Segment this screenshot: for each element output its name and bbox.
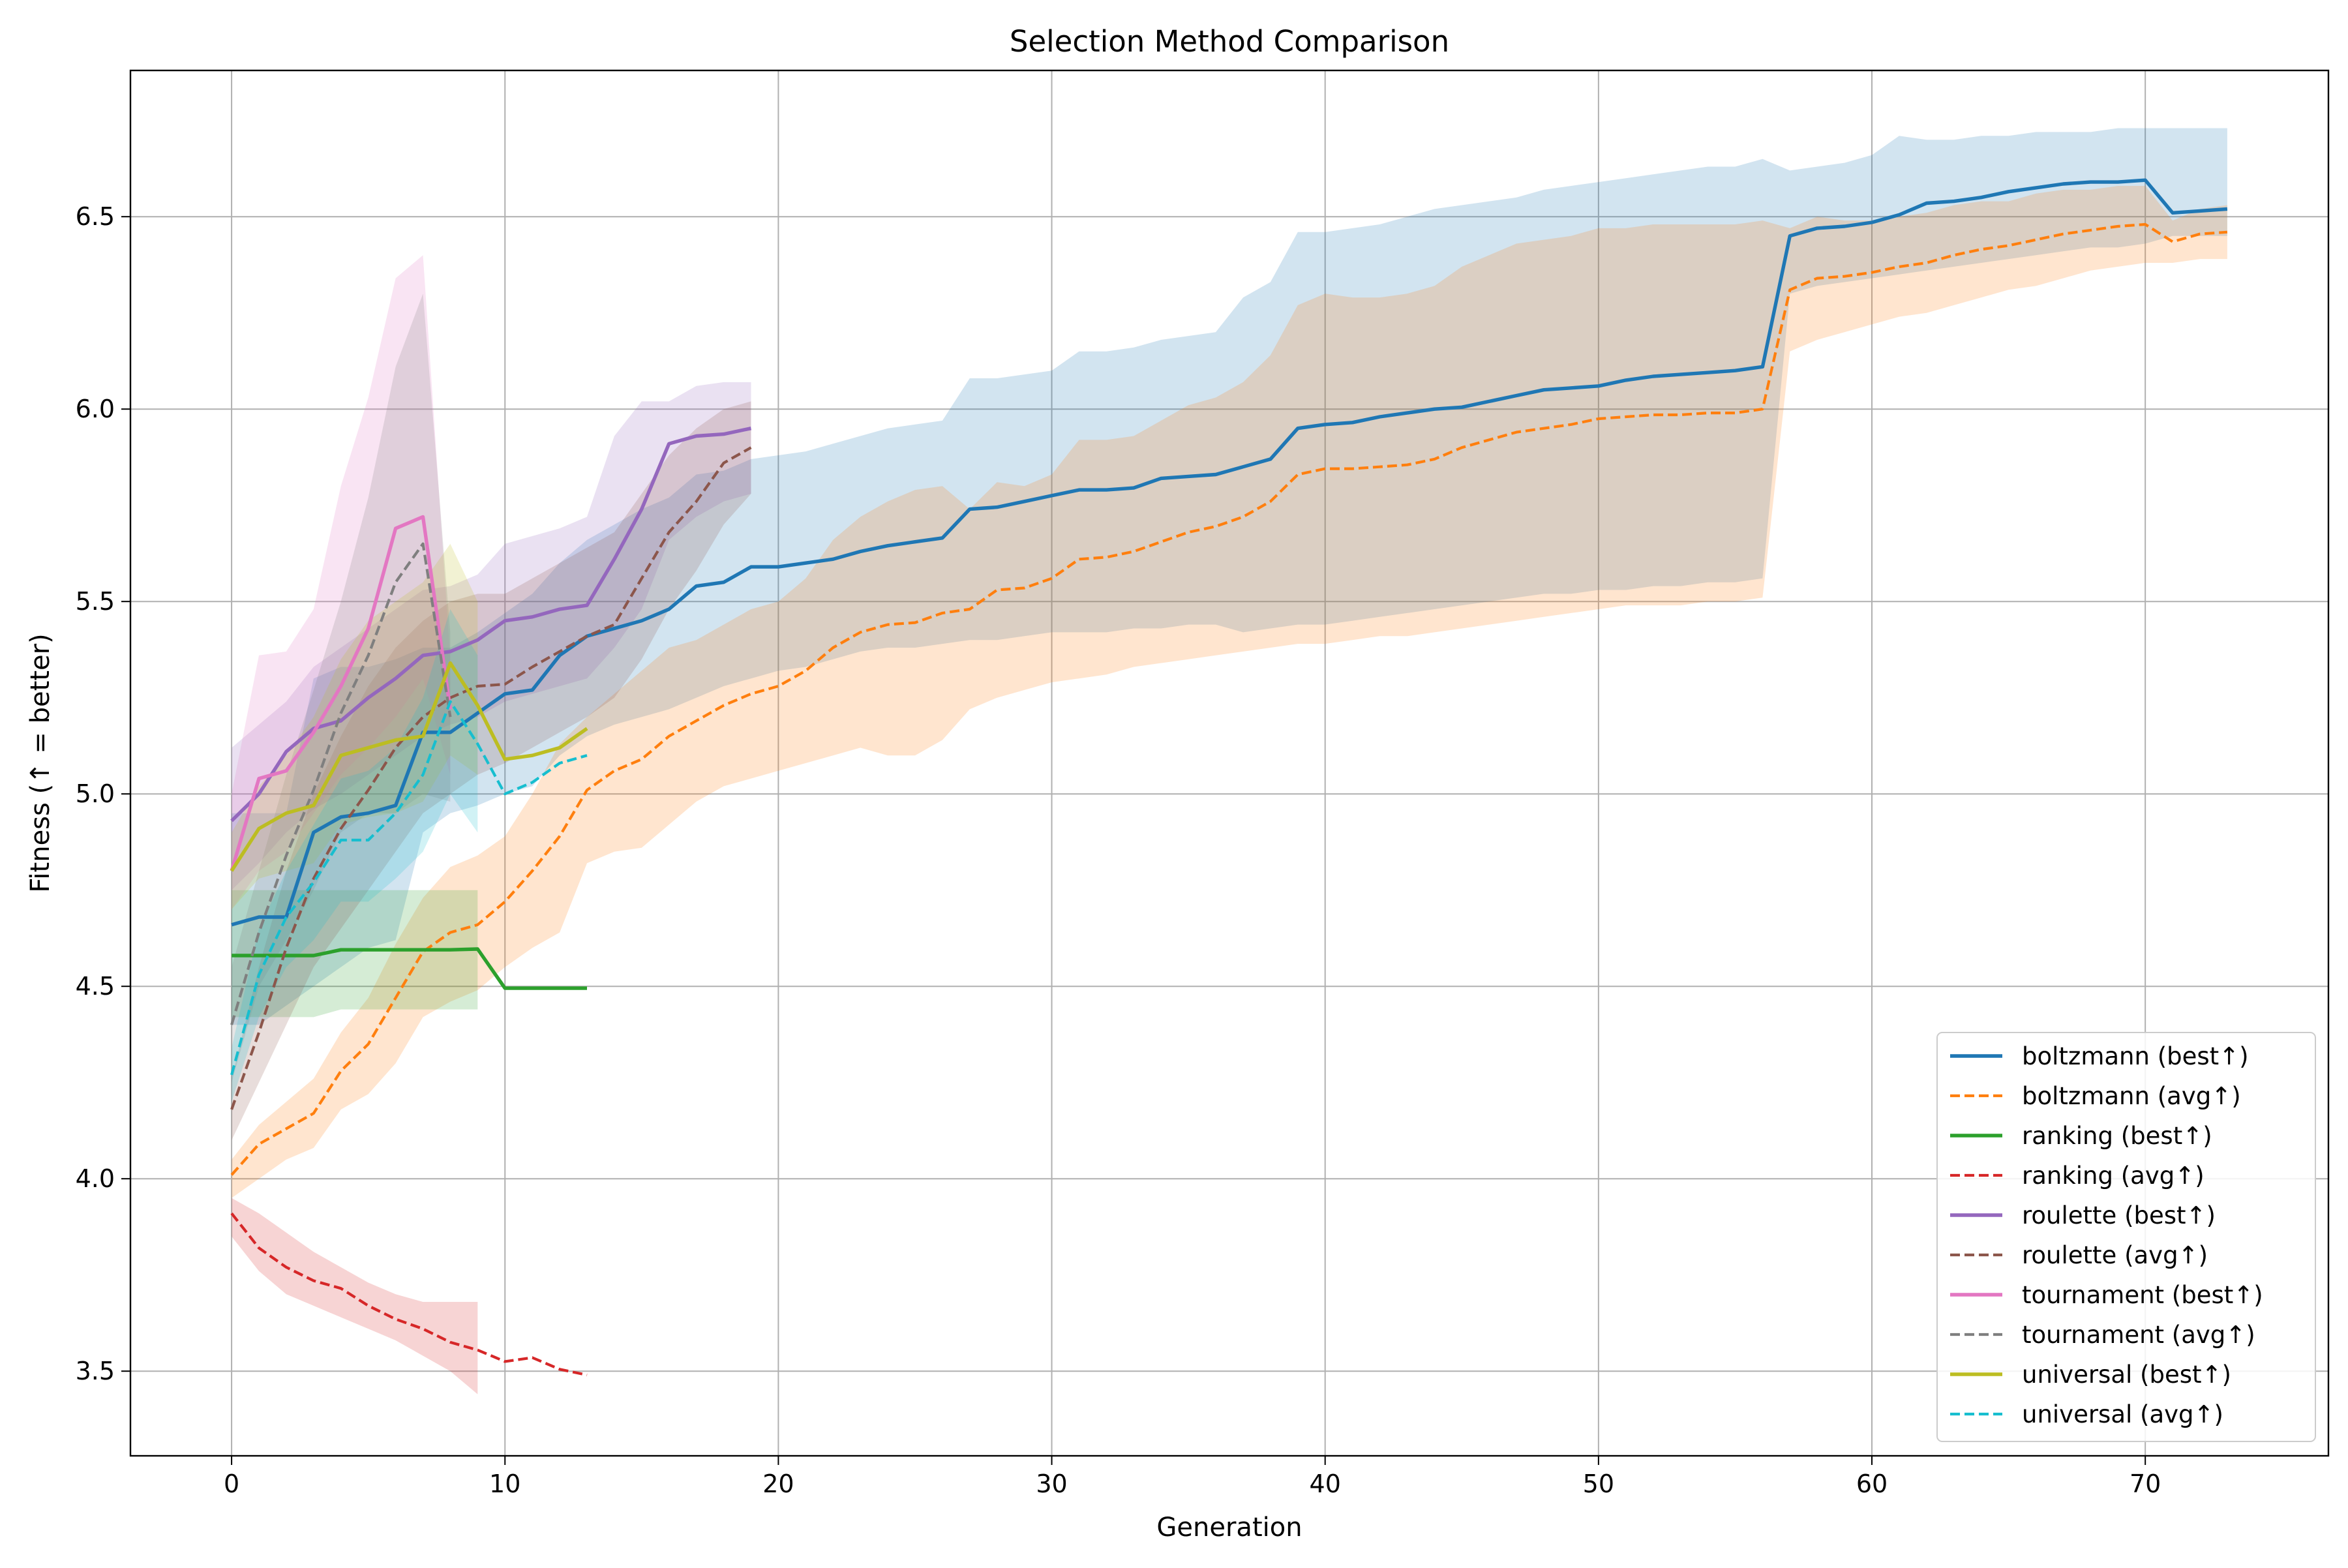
legend-label: roulette (avg↑): [2022, 1241, 2208, 1269]
x-tick-label: 0: [224, 1470, 239, 1498]
x-tick-label: 10: [489, 1470, 520, 1498]
universal-best-band: [232, 543, 478, 910]
boltzmann-avg-line: [230, 222, 2228, 1176]
roulette-avg-line: [230, 446, 752, 1110]
legend-label: boltzmann (best↑): [2022, 1042, 2249, 1070]
x-tick-label: 70: [2130, 1470, 2161, 1498]
ranking-best-line: [232, 947, 587, 990]
legend-label: universal (best↑): [2022, 1361, 2231, 1389]
universal-avg-line: [230, 700, 588, 1076]
x-tick-label: 40: [1310, 1470, 1341, 1498]
boltzmann-best-band: [232, 128, 2227, 1025]
y-tick-label: 5.5: [76, 587, 115, 616]
chart-title: Selection Method Comparison: [1010, 24, 1449, 59]
legend-label: tournament (best↑): [2022, 1281, 2263, 1309]
y-tick-label: 4.5: [76, 972, 115, 1001]
legend-label: tournament (avg↑): [2022, 1321, 2255, 1349]
y-axis-label: Fitness (↑ = better): [25, 633, 55, 892]
legend-label: boltzmann (avg↑): [2022, 1082, 2241, 1110]
x-axis-label: Generation: [1156, 1513, 1302, 1543]
universal-best-line: [230, 661, 588, 872]
universal-avg-band: [232, 609, 478, 1102]
axis-ticks: 0 10 20 30 40 50 60 70 3.5 4.0 4.5 5.0 5.5 6.0 6.5: [76, 202, 2161, 1498]
legend-label: ranking (avg↑): [2022, 1162, 2205, 1190]
plot-frame: [129, 69, 2330, 1457]
confidence-bands: [232, 128, 2227, 1395]
boltzmann-avg-band: [232, 186, 2227, 1198]
y-tick-label: 6.5: [76, 202, 115, 231]
y-tick-label: 4.0: [76, 1164, 115, 1193]
legend-label: roulette (best↑): [2022, 1201, 2216, 1229]
y-tick-label: 6.0: [76, 395, 115, 423]
x-tick-label: 20: [762, 1470, 794, 1498]
ranking-best-band: [232, 890, 478, 1018]
ranking-avg-line: [230, 1212, 588, 1377]
tournament-best-band: [232, 255, 451, 910]
y-tick-label: 3.5: [76, 1357, 115, 1385]
tournament-avg-line: [230, 542, 452, 1025]
roulette-avg-band: [232, 401, 751, 1141]
y-tick-label: 5.0: [76, 779, 115, 808]
x-tick-label: 50: [1583, 1470, 1614, 1498]
legend-label: universal (avg↑): [2022, 1400, 2223, 1428]
legend-box: [1936, 1032, 2316, 1442]
legend-label: ranking (best↑): [2022, 1122, 2212, 1150]
x-tick-label: 30: [1036, 1470, 1067, 1498]
tournament-best-line: [230, 515, 453, 871]
boltzmann-best-line: [231, 178, 2228, 927]
series-lines: [230, 178, 2228, 1377]
x-tick-label: 60: [1856, 1470, 1888, 1498]
legend: boltzmann (best↑) boltzmann (avg↑) ranking…: [1936, 1032, 2316, 1442]
roulette-best-band: [232, 382, 751, 890]
